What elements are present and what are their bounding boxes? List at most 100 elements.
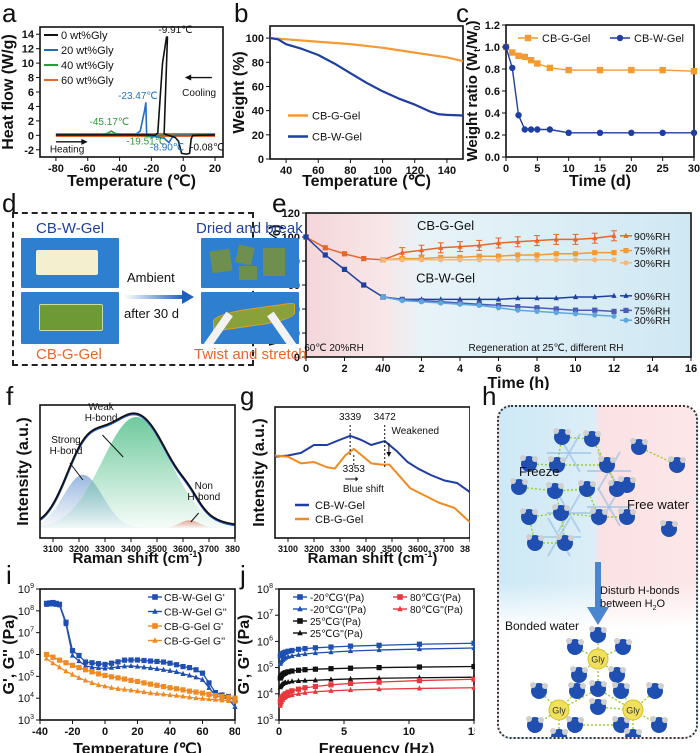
hydrogen-atom <box>612 682 618 688</box>
blue-shift-arrowhead-icon <box>355 476 359 482</box>
data-point <box>212 693 219 699</box>
tick-label: 3500 <box>382 544 402 554</box>
hydrogen-atom <box>582 667 588 673</box>
hydrogen-atom <box>601 681 607 687</box>
data-point <box>690 68 698 75</box>
panel-d-left-top-label: CB-W-Gel <box>36 220 105 237</box>
data-point <box>534 60 541 67</box>
tick-label: 0 <box>102 726 108 738</box>
data-point <box>89 660 95 666</box>
hydrogen-atom <box>553 428 559 434</box>
data-point <box>186 688 193 694</box>
data-point <box>95 661 102 667</box>
data-point <box>515 295 521 301</box>
data-point <box>225 694 232 700</box>
data-point <box>82 659 89 665</box>
hydrogen-atom <box>562 729 568 735</box>
data-point <box>141 680 147 686</box>
fragment <box>235 244 255 266</box>
hydrogen-atom <box>630 477 636 483</box>
data-point <box>193 667 199 673</box>
data-point <box>69 671 76 677</box>
o-text: O <box>656 598 666 610</box>
tick-label: 0 <box>258 154 264 166</box>
down-arrow-icon <box>595 562 601 612</box>
hydrogen-atom <box>548 456 554 462</box>
peak-area-Non-H-bond <box>159 520 220 528</box>
data-point <box>232 698 238 704</box>
data-point <box>199 690 206 696</box>
tick-label: 0.4 <box>485 108 501 120</box>
data-point <box>457 301 463 307</box>
data-point <box>180 693 186 699</box>
data-point <box>115 675 121 681</box>
tick-label: 30 <box>688 163 700 175</box>
y-tick-label: 107 <box>18 627 34 640</box>
data-point <box>147 681 154 687</box>
data-point <box>180 663 186 670</box>
peak-3353-label: 3353 <box>343 464 366 475</box>
tick-label: 40 <box>280 165 292 177</box>
series-CB-W-Gel <box>274 434 470 493</box>
data-point <box>553 295 559 301</box>
data-point <box>328 644 334 650</box>
tick-label: 2 <box>418 363 424 375</box>
strong-h-bond-label: H-bond <box>50 446 83 457</box>
data-point <box>659 129 666 136</box>
hydrogen-atom <box>580 683 586 689</box>
subscript-2: 2 <box>652 605 657 613</box>
hydrogen-atom <box>630 509 636 515</box>
panel-label-g: g <box>240 381 255 411</box>
tick-label: 3600 <box>173 544 193 554</box>
tick-label: 100 <box>373 165 391 177</box>
data-point <box>347 665 354 671</box>
data-point <box>565 66 572 74</box>
data-point <box>302 677 308 683</box>
tick-label: 20 <box>252 130 264 142</box>
hydrogen-atom <box>570 666 576 672</box>
legend-label: 75%RH <box>634 305 670 317</box>
data-point <box>457 257 463 263</box>
hydrogen-atom <box>601 627 607 633</box>
data-point <box>312 645 318 651</box>
tick-label: 80 <box>344 165 356 177</box>
hydrogen-atom <box>520 508 526 514</box>
data-point <box>295 686 302 692</box>
data-point <box>592 312 598 318</box>
panel-label-j: j <box>240 560 246 590</box>
data-point <box>160 659 167 665</box>
data-point <box>295 651 302 657</box>
legend-marker <box>297 594 303 600</box>
data-point <box>63 668 69 674</box>
non-h-bond-label: Non <box>195 481 213 492</box>
data-point <box>509 64 516 72</box>
freeze-label: Freeze <box>519 464 560 479</box>
data-point <box>232 703 238 709</box>
legend-label: CB-W-Gel G' <box>164 592 225 604</box>
data-point <box>476 302 482 308</box>
y-axis-label: Intensity (a.u.) <box>251 418 268 526</box>
data-point <box>565 129 572 136</box>
y-tick-label: 108 <box>257 583 273 596</box>
panel-h-frame: Gly Gly Gly Freeze Free water Disturb H-bo… <box>497 405 698 739</box>
legend-marker <box>524 34 532 42</box>
strong-h-bond-label: Strong <box>51 435 80 446</box>
snowflake-icon <box>568 433 581 454</box>
data-point <box>302 667 308 673</box>
data-point <box>592 293 598 300</box>
hydrogen-atom <box>578 639 584 645</box>
chart-c-weight-ratio: 0 5 10 15 20 25 30 0.0 0.2 0.4 0.6 0.8 1.0 1.2 Time (d… <box>464 20 700 190</box>
plot-frame <box>274 406 470 539</box>
data-point <box>495 253 502 259</box>
y-axis-label: Weight (%) <box>231 51 248 133</box>
tick-label: 3800 <box>460 544 470 554</box>
data-point <box>43 651 50 658</box>
peak-annotation: -9.91℃ <box>158 25 192 36</box>
tick-label: 3100 <box>278 544 298 554</box>
tick-label: -2 <box>24 145 34 157</box>
y-tick-label: 104 <box>18 692 34 705</box>
data-point <box>206 691 212 697</box>
data-point <box>180 687 186 693</box>
gly-label: Gly <box>626 706 640 716</box>
series-CB-G-Gel <box>269 36 464 63</box>
